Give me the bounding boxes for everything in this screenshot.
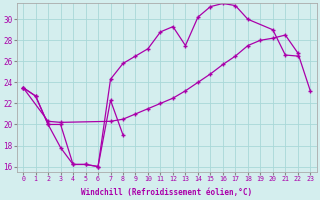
X-axis label: Windchill (Refroidissement éolien,°C): Windchill (Refroidissement éolien,°C) [81,188,252,197]
